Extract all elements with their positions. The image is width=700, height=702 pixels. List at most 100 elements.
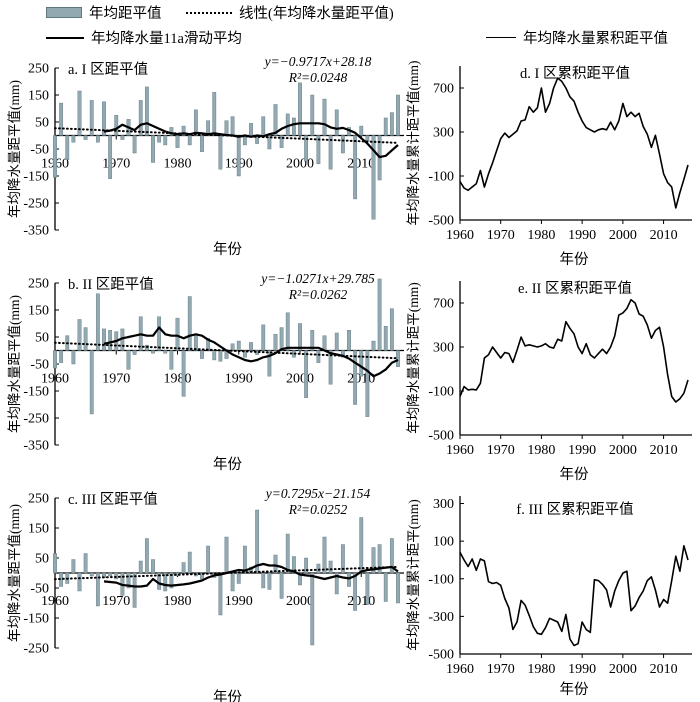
bar-swatch-icon (46, 7, 82, 18)
equation-text: y=−1.0271x+29.785 (261, 271, 375, 286)
legend-item-moving-average: 年均降水量11a滑动平均 (46, 27, 242, 48)
panel-a-ylabel: 年均降水量距平值(mm) (7, 80, 22, 218)
svg-text:1990: 1990 (568, 443, 596, 458)
svg-text:1960: 1960 (41, 594, 69, 609)
panel-b-ylabel: 年均降水量距平值(mm) (7, 295, 22, 433)
svg-text:700: 700 (433, 297, 454, 312)
legend-item-linear: 线性(年均降水量距平值) (186, 2, 394, 23)
svg-text:-150: -150 (23, 385, 49, 400)
solid-line-swatch-icon (46, 36, 84, 39)
svg-text:-350: -350 (23, 439, 49, 454)
thin-line-swatch-icon (486, 37, 516, 38)
svg-text:-50: -50 (30, 358, 49, 373)
svg-text:-250: -250 (23, 642, 49, 657)
svg-text:150: 150 (28, 89, 49, 104)
svg-text:2010: 2010 (347, 594, 375, 609)
svg-text:1970: 1970 (487, 443, 515, 458)
panel-d-ylabel: 年均降水量累计距平值(mm) (406, 60, 421, 226)
svg-text:1990: 1990 (568, 662, 596, 677)
svg-text:1970: 1970 (487, 662, 515, 677)
panel-f-ylabel: 年均降水量累计距平(mm) (406, 499, 421, 651)
svg-text:-50: -50 (30, 143, 49, 158)
panel-b-plot: 250 150 50 -50 -150 -250 -350 1960 1970 1980 1990 2… (23, 277, 404, 454)
panel-c-ylabel: 年均降水量距平值(mm) (7, 504, 22, 642)
svg-text:-100: -100 (428, 170, 454, 185)
svg-text:-500: -500 (428, 429, 454, 444)
legend-label: 年均降水量11a滑动平均 (91, 31, 242, 47)
svg-text:700: 700 (433, 82, 454, 97)
panel-d-title: d. I 区累积距平值 (520, 66, 630, 82)
svg-text:150: 150 (28, 522, 49, 537)
legend-label: 年均距平值 (89, 6, 162, 22)
svg-text:-250: -250 (23, 197, 49, 212)
legend-item-anomaly-bar: 年均距平值 (46, 2, 162, 23)
panel-b: 250 150 50 -50 -150 -250 -350 1960 1970 1980 1990 2… (0, 267, 410, 482)
panel-a-equation-block: y=−0.9717x+28.18 R²=0.0248 (228, 54, 408, 86)
panel-a-title: a. I 区距平值 (68, 62, 149, 78)
panel-e-xlabel: 年份 (559, 467, 589, 483)
svg-text:-150: -150 (23, 170, 49, 185)
svg-text:100: 100 (433, 535, 454, 550)
panel-a: 25015050-50-150-250-35019601970198019902… (0, 52, 410, 267)
svg-text:1990: 1990 (225, 372, 253, 387)
svg-text:2000: 2000 (286, 157, 314, 172)
panel-b-equation-block: y=−1.0271x+29.785 R²=0.0262 (228, 271, 408, 303)
svg-text:1980: 1980 (164, 157, 192, 172)
svg-text:2000: 2000 (609, 228, 637, 243)
panel-a-plot: 25015050-50-150-250-35019601970198019902… (23, 62, 404, 239)
panel-e: 700 300 -100 -500 1960 1970 1980 1990 2000 2010 e… (400, 267, 700, 483)
legend-item-cumulative: 年均降水量累积距平值 (486, 27, 668, 48)
svg-text:250: 250 (28, 492, 49, 507)
svg-text:2010: 2010 (347, 157, 375, 172)
svg-text:1970: 1970 (487, 228, 515, 243)
svg-text:-500: -500 (428, 648, 454, 663)
svg-text:1970: 1970 (102, 594, 130, 609)
svg-text:50: 50 (35, 552, 49, 567)
panel-d: 700 300 -100 -500 1960 1970 1980 1990 2000 2010 d… (400, 52, 700, 268)
panel-d-xlabel: 年份 (559, 252, 589, 268)
equation-text: y=−0.9717x+28.18 (264, 54, 372, 69)
svg-text:150: 150 (28, 304, 49, 319)
r-squared-text: R²=0.0248 (288, 70, 348, 85)
svg-text:-500: -500 (428, 214, 454, 229)
svg-text:300: 300 (433, 341, 454, 356)
svg-text:-150: -150 (23, 612, 49, 627)
svg-text:1990: 1990 (225, 594, 253, 609)
svg-text:1980: 1980 (164, 372, 192, 387)
panel-f: 300 100 -100 -300 -500 1960 1970 1980 1990 2000 20… (400, 482, 700, 702)
dotted-line-swatch-icon (186, 11, 232, 14)
svg-text:300: 300 (433, 497, 454, 512)
svg-text:1990: 1990 (568, 228, 596, 243)
equation-text: y=0.7295x−21.154 (265, 486, 371, 501)
panel-c: 250 150 50 -50 -150 -250 1960 1970 1980 1990 2000 2… (0, 482, 410, 702)
svg-text:1960: 1960 (41, 372, 69, 387)
svg-text:2010: 2010 (650, 228, 678, 243)
svg-text:1970: 1970 (102, 372, 130, 387)
legend-label: 线性(年均降水量距平值) (239, 6, 394, 22)
svg-text:1980: 1980 (527, 662, 555, 677)
svg-text:2000: 2000 (609, 443, 637, 458)
svg-text:250: 250 (28, 62, 49, 77)
svg-text:-100: -100 (428, 385, 454, 400)
svg-text:-50: -50 (30, 582, 49, 597)
legend-label: 年均降水量累积距平值 (523, 31, 668, 47)
svg-text:1960: 1960 (446, 443, 474, 458)
panel-f-xlabel: 年份 (559, 682, 589, 698)
svg-text:2010: 2010 (650, 443, 678, 458)
panel-b-title: b. II 区距平值 (68, 277, 154, 293)
svg-text:2000: 2000 (609, 662, 637, 677)
svg-text:-250: -250 (23, 412, 49, 427)
svg-text:1980: 1980 (527, 443, 555, 458)
r-squared-text: R²=0.0262 (288, 287, 348, 302)
svg-text:2010: 2010 (650, 662, 678, 677)
panel-f-title: f. III 区累积距平值 (516, 502, 634, 518)
panel-a-xlabel: 年份 (213, 242, 242, 258)
svg-text:1960: 1960 (446, 228, 474, 243)
svg-text:2000: 2000 (286, 372, 314, 387)
svg-text:250: 250 (28, 277, 49, 292)
svg-text:1960: 1960 (446, 662, 474, 677)
